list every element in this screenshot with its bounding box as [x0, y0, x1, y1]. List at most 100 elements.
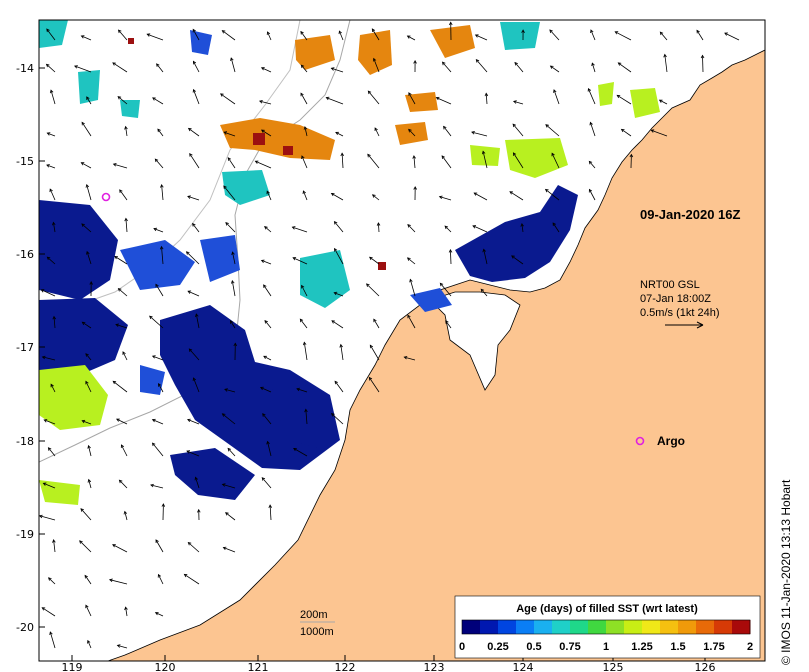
current-arrow: [155, 283, 164, 297]
current-arrow: [412, 155, 416, 169]
current-arrow: [187, 541, 200, 553]
current-arrow: [291, 226, 308, 233]
current-arrow: [80, 35, 92, 41]
current-arrow: [158, 382, 164, 393]
current-arrow: [480, 288, 488, 297]
current-arrow: [268, 504, 273, 521]
current-arrow: [471, 131, 488, 137]
current-arrow: [616, 94, 632, 105]
current-arrow: [333, 220, 344, 233]
colorbar-title: Age (days) of filled SST (wrt latest): [516, 603, 698, 615]
current-arrow: [156, 63, 164, 73]
current-arrow: [338, 30, 344, 41]
credit-text: © IMOS 11-Jan-2020 13:13 Hobart: [779, 479, 793, 665]
lat-label: -17: [16, 341, 34, 354]
sst-patch-2d: [283, 146, 293, 155]
current-arrow: [696, 29, 704, 41]
current-arrow: [438, 195, 452, 201]
current-arrow: [406, 35, 416, 41]
sst-patch-125d: [505, 138, 568, 178]
latitude-axis: -14 -15 -16 -17 -18 -19 -20: [16, 62, 45, 634]
current-legend-time: 07-Jan 18:00Z: [640, 293, 711, 305]
colorbar-tick-label: 0: [459, 641, 465, 653]
sst-patch-025d: [410, 288, 452, 312]
current-arrow: [81, 223, 92, 233]
current-arrow: [224, 388, 236, 393]
sst-patch-025d: [200, 235, 240, 282]
sst-patch-05d: [300, 250, 350, 308]
current-arrow: [186, 450, 200, 457]
current-arrow: [448, 248, 453, 265]
argo-legend-icon: [635, 436, 645, 446]
lon-label: 121: [248, 661, 269, 672]
current-arrow: [293, 448, 308, 457]
colorbar: Age (days) of filled SST (wrt latest) 0 0…: [454, 595, 761, 659]
current-arrow: [227, 447, 236, 457]
current-arrow: [112, 380, 128, 393]
current-arrow: [87, 639, 92, 649]
colorbar-tick-label: 0.5: [526, 641, 541, 653]
current-arrow: [42, 482, 56, 489]
current-arrow: [223, 131, 236, 137]
current-arrow: [372, 57, 380, 73]
current-arrow: [152, 97, 164, 105]
current-arrow: [373, 318, 380, 329]
current-arrow: [481, 150, 488, 169]
current-arrow: [302, 190, 308, 201]
current-arrow: [81, 321, 92, 329]
current-arrow: [112, 544, 128, 553]
sst-patch-05d: [120, 100, 140, 118]
current-arrow: [588, 160, 596, 169]
current-arrow: [545, 124, 560, 137]
current-arrow: [193, 60, 200, 73]
current-arrow: [43, 419, 56, 425]
current-arrow: [262, 413, 272, 425]
current-arrow: [511, 255, 524, 265]
colorbar-cell: [480, 620, 499, 634]
current-arrow: [407, 224, 416, 233]
current-arrow: [85, 380, 92, 393]
current-arrow: [87, 478, 92, 489]
current-arrow: [120, 444, 128, 457]
current-arrow: [663, 53, 668, 73]
current-arrow: [475, 58, 488, 73]
colorbar-cell: [696, 620, 715, 634]
current-arrow: [650, 129, 668, 137]
colorbar-cell: [606, 620, 625, 634]
current-arrow: [369, 344, 380, 361]
current-arrow: [340, 152, 345, 169]
current-arrow: [512, 123, 524, 137]
current-arrow: [254, 160, 272, 169]
land-mass: [107, 20, 765, 661]
current-arrow: [514, 61, 524, 73]
current-arrow: [620, 128, 632, 137]
current-arrow: [258, 100, 272, 105]
current-arrow: [334, 247, 344, 265]
current-arrow: [264, 226, 272, 233]
current-arrow: [374, 127, 380, 137]
current-arrow: [549, 29, 560, 41]
current-arrow: [299, 318, 308, 329]
current-arrow: [591, 62, 596, 73]
current-arrow: [146, 33, 164, 41]
lat-label: -14: [16, 62, 34, 75]
current-arrow: [52, 221, 56, 233]
current-arrow: [474, 34, 488, 41]
current-arrow: [231, 251, 236, 265]
current-arrow: [86, 96, 92, 105]
current-arrow: [339, 343, 344, 361]
current-arrow: [441, 61, 452, 73]
current-arrow: [260, 129, 272, 137]
current-arrow: [659, 31, 668, 41]
current-arrow: [512, 152, 524, 169]
current-arrow: [589, 121, 596, 137]
current-arrow: [188, 348, 200, 361]
current-arrow: [330, 413, 344, 425]
current-arrow: [197, 508, 201, 521]
lat-label: -15: [16, 155, 34, 168]
current-arrow: [590, 29, 596, 41]
sst-patch-175d: [295, 35, 335, 70]
current-arrow: [227, 157, 236, 169]
sst-patch-2d: [378, 262, 386, 270]
colorbar-tick-label: 1.25: [631, 641, 652, 653]
